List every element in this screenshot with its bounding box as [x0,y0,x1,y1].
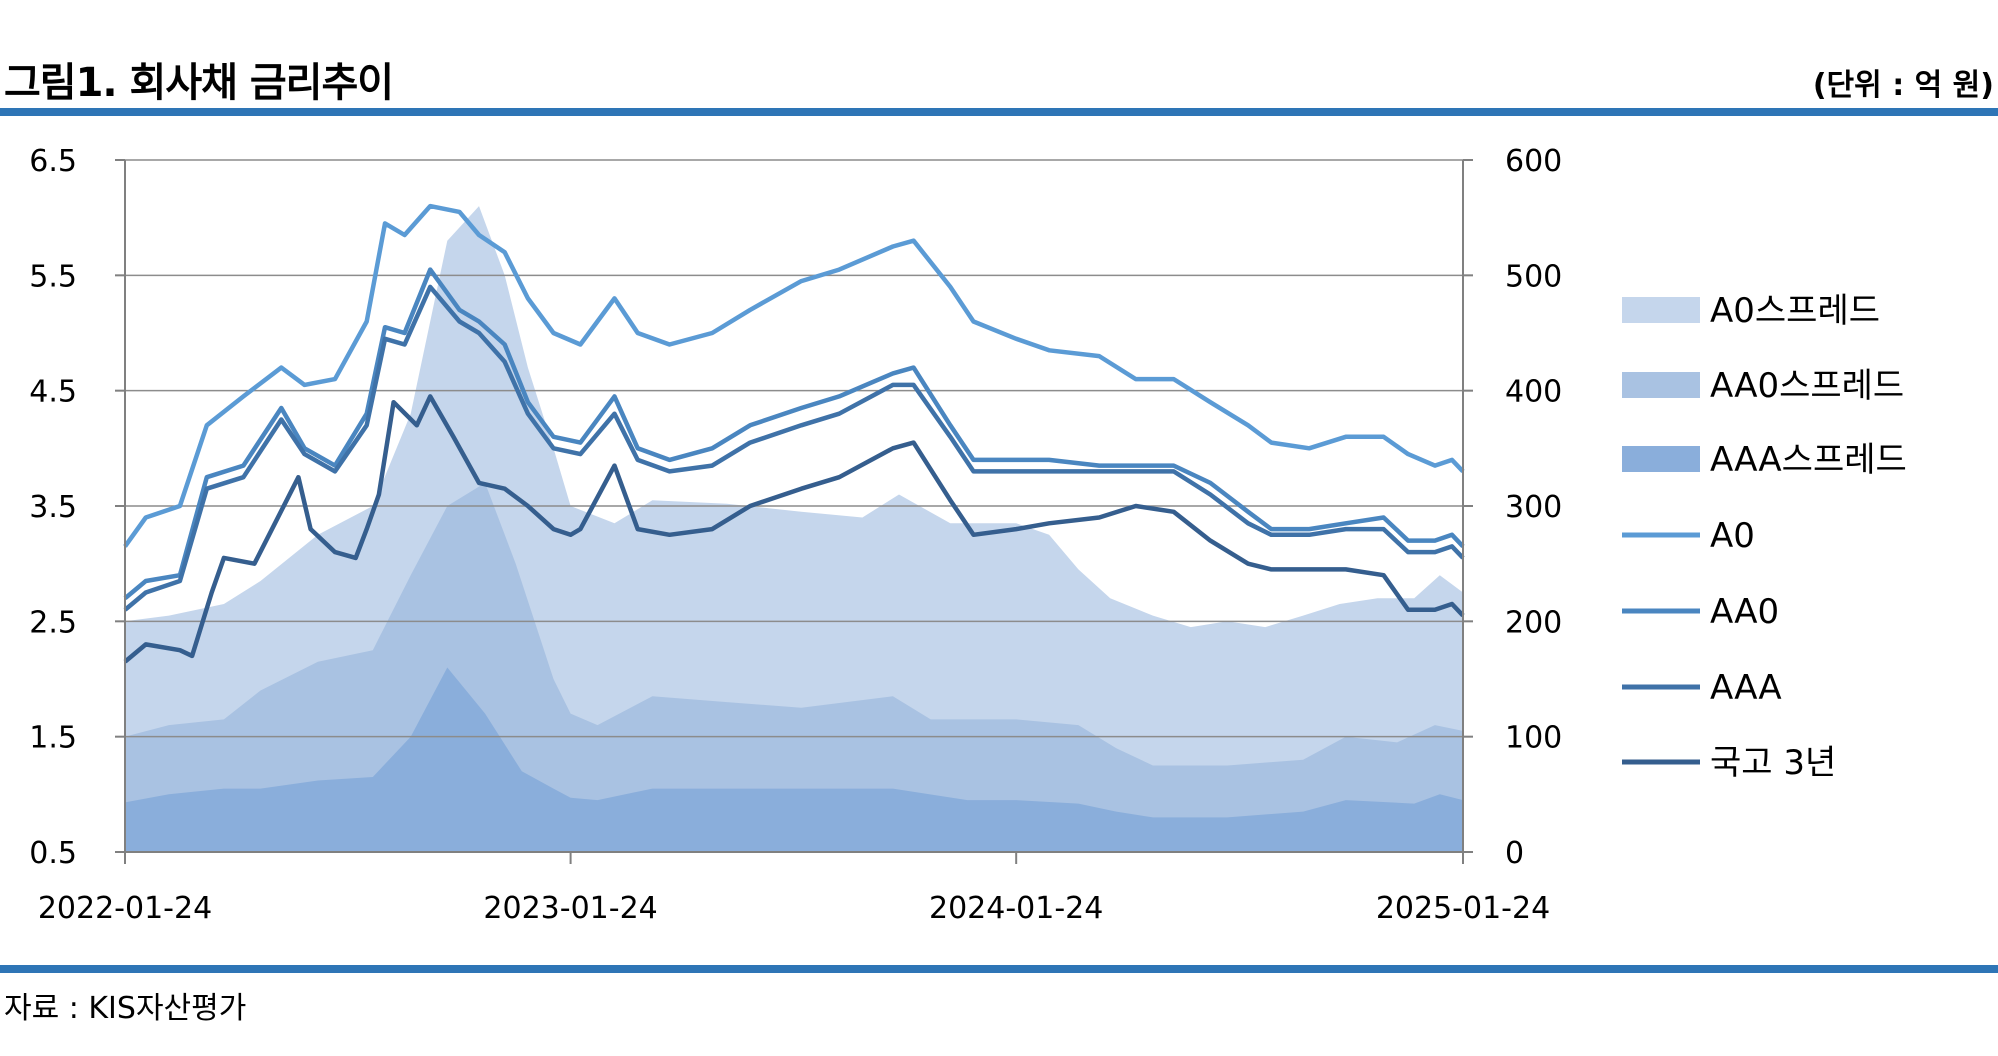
axes-layer: 6.5 5.5 4.5 3.5 2.5 1.5 0.5 600 500 400 300 200 100 0… [29,144,1562,926]
legend-swatch-AA0스프레드 [1622,372,1700,398]
chart: 6.5 5.5 4.5 3.5 2.5 1.5 0.5 600 500 400 300 200 100 0… [29,144,1907,926]
chart-title: 그림1. 회사채 금리추이 [4,60,394,106]
source-note: 자료 : KIS자산평가 [4,991,247,1026]
area-AAA스프레드 [125,667,1463,852]
y-right-tick-label: 400 [1505,375,1562,410]
legend-label-국고-3년: 국고 3년 [1710,743,1836,783]
legend-swatch-A0스프레드 [1622,297,1700,323]
line-AAA [123,284,1465,612]
legend-label-AA0스프레드: AA0스프레드 [1710,366,1904,406]
bottom-rule [0,965,1998,973]
legend-label-A0: A0 [1710,516,1755,556]
legend-label-A0스프레드: A0스프레드 [1710,291,1880,331]
line-layer [123,203,1465,664]
y-left-tick-label: 6.5 [29,144,77,179]
y-right-tick-label: 300 [1505,490,1562,525]
line-국고-3년 [123,394,1465,664]
y-right-tick-label: 0 [1505,836,1524,871]
top-rule [0,108,1998,116]
line-A0 [123,203,1465,548]
legend-label-AA0: AA0 [1710,592,1779,632]
y-left-tick-label: 3.5 [29,490,77,525]
x-tick-label: 2022-01-24 [38,891,212,926]
y-left-tick-label: 0.5 [29,836,77,871]
legend-label-AAA: AAA [1710,668,1782,708]
y-right-tick-label: 500 [1505,259,1562,294]
x-tick-label: 2025-01-24 [1376,891,1550,926]
y-left-tick-label: 4.5 [29,375,77,410]
unit-label: (단위 : 억 원) [1812,68,1994,103]
y-left-tick-label: 1.5 [29,721,77,756]
legend-swatch-AAA스프레드 [1622,446,1700,472]
y-right-tick-label: 600 [1505,144,1562,179]
y-left-tick-label: 2.5 [29,605,77,640]
x-tick-label: 2023-01-24 [483,891,657,926]
y-right-tick-label: 100 [1505,721,1562,756]
area-layer [125,206,1463,853]
x-tick-label: 2024-01-24 [929,891,1103,926]
y-left-tick-label: 5.5 [29,259,77,294]
line-AA0 [123,267,1465,601]
grid-layer [125,159,1463,738]
legend-label-AAA스프레드: AAA스프레드 [1710,440,1907,480]
y-right-tick-label: 200 [1505,605,1562,640]
legend: A0스프레드 AA0스프레드 AAA스프레드 A0 AA0 AAA 국고 3년 [1622,291,1907,783]
